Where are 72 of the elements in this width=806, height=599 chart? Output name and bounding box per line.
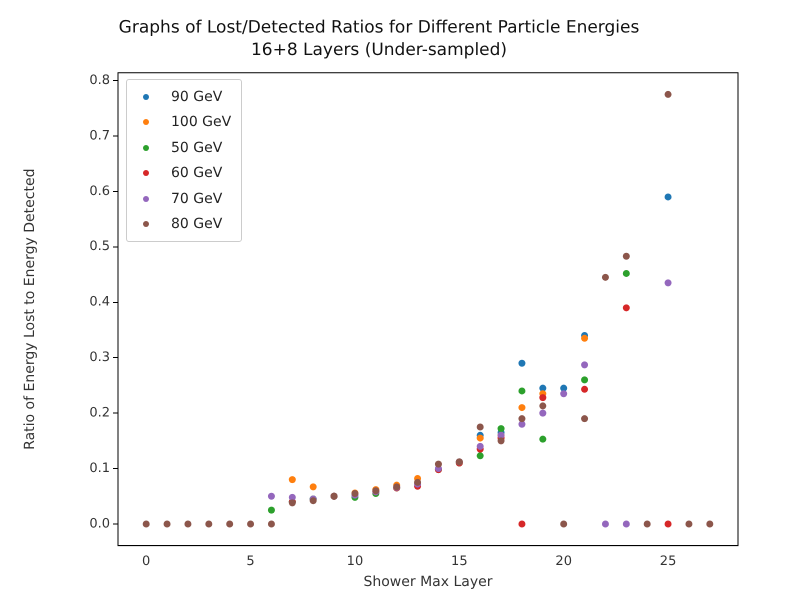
y-tick-label: 0.7	[89, 128, 110, 144]
point	[685, 520, 692, 528]
point	[518, 404, 526, 412]
chart-subtitle: 16+8 Layers (Under-sampled)	[250, 40, 508, 60]
x-tick-label: 10	[346, 554, 364, 569]
legend-label: 90 GeV	[171, 88, 222, 105]
point	[644, 520, 651, 528]
point	[560, 520, 568, 528]
point	[476, 423, 484, 430]
point	[476, 442, 484, 450]
point	[560, 390, 568, 398]
point	[476, 452, 484, 460]
point	[226, 520, 234, 528]
y-tick-label: 0.2	[89, 406, 110, 420]
point	[518, 360, 526, 367]
point	[476, 434, 484, 442]
point	[622, 252, 630, 260]
y-tick-label: 0.3	[89, 350, 110, 366]
point	[581, 376, 588, 384]
legend-label: 70 GeV	[171, 190, 222, 207]
point	[581, 386, 588, 393]
legend-label: 60 GeV	[171, 165, 222, 182]
point	[664, 193, 672, 200]
y-axis-title: Ratio of Energy Lost to Energy Detected	[22, 168, 38, 450]
legend-label: 80 GeV	[171, 216, 222, 232]
point	[164, 520, 171, 528]
point	[142, 520, 150, 528]
y-tick-label: 0.6	[89, 184, 110, 199]
point	[581, 415, 588, 422]
x-tick-label: 0	[142, 554, 150, 569]
point	[622, 304, 630, 312]
point	[581, 334, 588, 342]
point	[622, 520, 630, 528]
point	[498, 425, 505, 432]
legend-label: 50 GeV	[171, 140, 222, 156]
y-tick-label: 0.5	[89, 239, 110, 254]
point	[581, 361, 588, 368]
point	[268, 506, 275, 514]
point	[602, 274, 609, 281]
point	[664, 90, 672, 98]
x-tick-label: 15	[451, 554, 468, 569]
point	[498, 437, 505, 444]
y-tick-label: 0.0	[89, 516, 110, 532]
x-axis-title: Shower Max Layer	[363, 574, 493, 590]
point	[539, 394, 546, 402]
point	[205, 520, 212, 528]
point	[706, 520, 714, 528]
point	[622, 270, 630, 277]
x-tick-label: 25	[660, 554, 676, 569]
point	[518, 387, 526, 394]
point	[268, 520, 275, 528]
point	[518, 415, 526, 422]
point	[310, 483, 317, 490]
point	[664, 520, 672, 528]
point	[247, 520, 254, 528]
point	[602, 520, 609, 528]
point	[539, 436, 546, 443]
point	[184, 520, 192, 528]
x-tick-label: 20	[555, 554, 572, 569]
x-tick-label: 5	[246, 554, 255, 569]
chart-title: Graphs of Lost/Detected Ratios for Different Particle Energies	[118, 18, 640, 38]
point	[664, 279, 672, 286]
y-tick-label: 0.1	[89, 460, 110, 476]
point	[288, 476, 296, 484]
y-tick-label: 0.8	[89, 72, 110, 88]
point	[268, 492, 275, 500]
point	[434, 460, 442, 468]
legend-label: 100 GeV	[171, 114, 232, 130]
point	[518, 520, 526, 528]
y-tick-label: 0.4	[89, 294, 110, 310]
point	[539, 410, 546, 417]
point	[539, 402, 546, 410]
